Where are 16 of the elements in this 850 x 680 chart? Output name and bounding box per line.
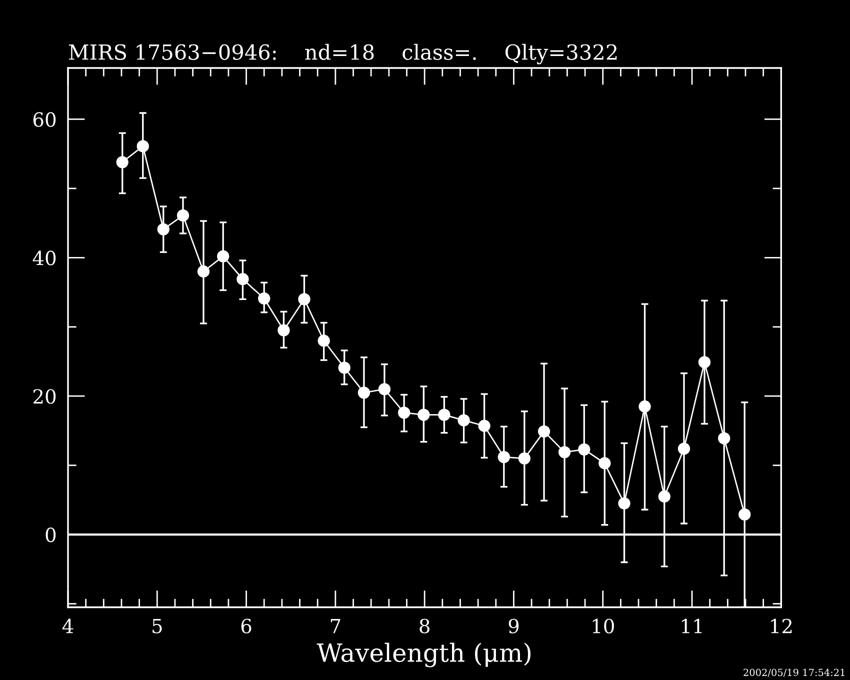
text: 2002/05/19 17:54:21 [744, 668, 844, 677]
x-tick-label: 6 [241, 618, 252, 634]
x-axis-title: Wavelength (μm) [316, 642, 530, 668]
y-tick-label: 0 [46, 528, 56, 542]
x-tick-label: 7 [330, 618, 340, 634]
x-tick-label: 4 [62, 618, 74, 634]
x-tick-label: 10 [592, 618, 614, 634]
y-tick-label: 40 [32, 250, 56, 266]
y-tick-label: 20 [33, 389, 56, 404]
x-tick-label: 5 [152, 618, 162, 634]
x-tick-label: 8 [420, 618, 430, 634]
y-tick-label: 60 [33, 112, 56, 127]
chart-title: MIRS 17563−0946: nd=18 class=. Qlty=3322 [69, 44, 617, 64]
x-tick-label: 12 [771, 618, 792, 634]
x-tick-label: 9 [508, 618, 519, 634]
x-tick-label: 11 [682, 618, 702, 634]
